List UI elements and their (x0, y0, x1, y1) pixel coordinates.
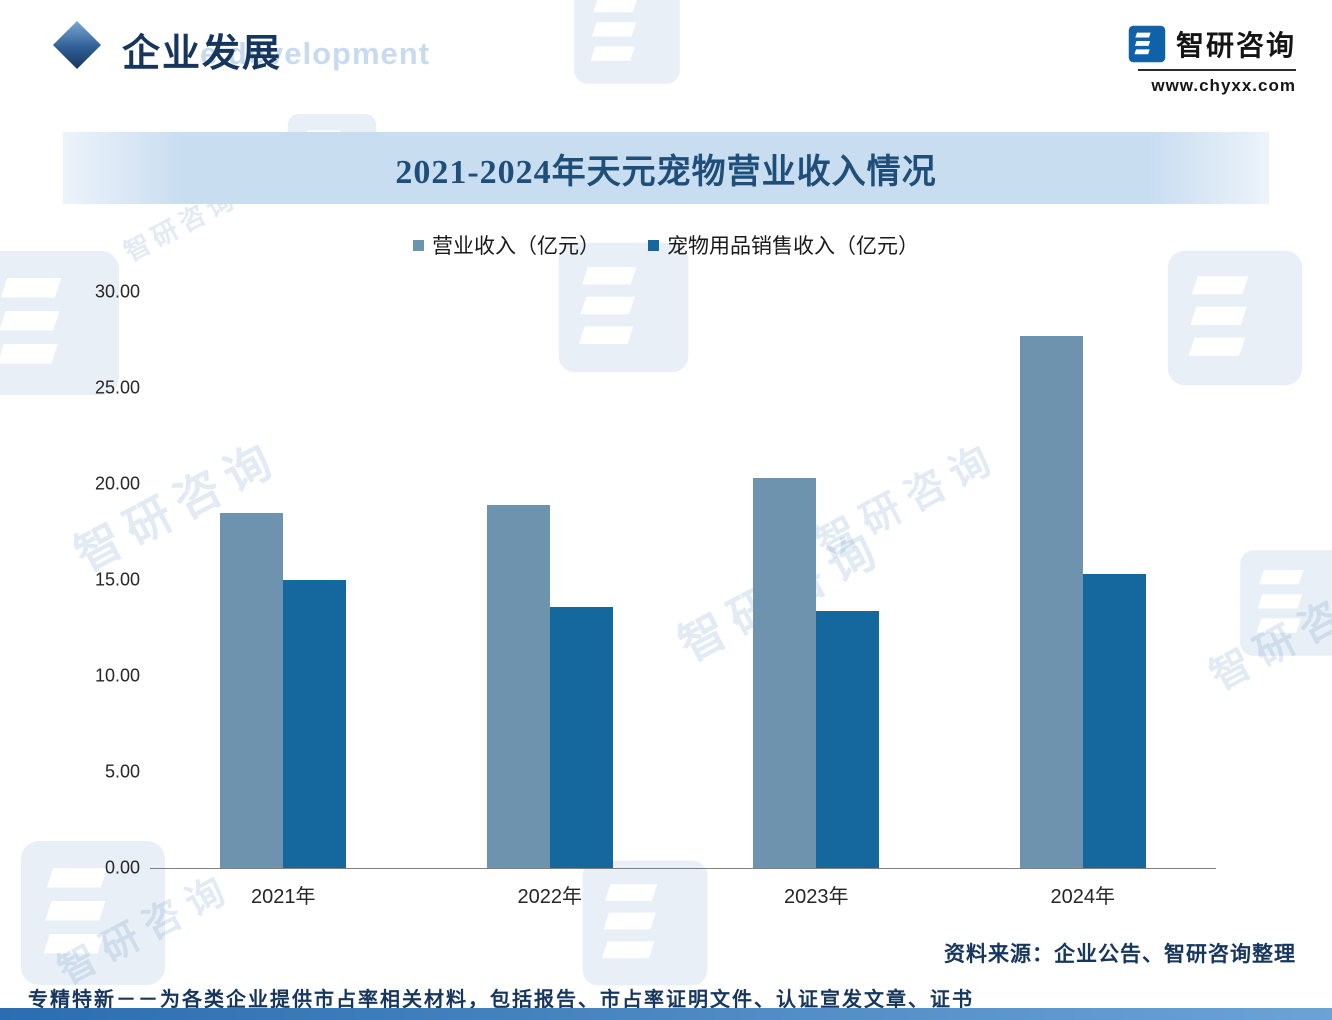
watermark-text-label: 智研咨询 (51, 865, 241, 994)
y-tick-label: 0.00 (104, 857, 140, 878)
bar (549, 606, 613, 868)
y-tick-label: 20.00 (94, 473, 140, 494)
watermark-text: 智研咨询 (1200, 566, 1332, 699)
legend-label: 宠物用品销售收入（亿元） (667, 235, 919, 258)
bar-chart-plot (150, 292, 1216, 869)
chart-legend: 营业收入（亿元） 宠物用品销售收入（亿元） (0, 230, 1332, 260)
bar (220, 512, 284, 868)
page-title: 企业发展 (122, 33, 283, 75)
brand-block: 智研咨询 www.chyxx.com (1128, 24, 1296, 96)
bar-group (683, 292, 950, 868)
bar-group (150, 292, 417, 868)
legend-label: 营业收入（亿元） (432, 235, 600, 258)
y-axis: 0.00 5.00 10.00 15.00 20.00 25.00 30.00 (0, 282, 140, 878)
bottom-accent-bar (0, 1008, 1332, 1020)
legend-swatch-icon (413, 239, 424, 251)
x-tick-label: 2021年 (251, 886, 316, 908)
y-tick-label: 10.00 (94, 665, 140, 686)
watermark-logo-icon (572, 0, 682, 86)
x-tick-label: 2023年 (784, 886, 849, 908)
header-watermark-text: e development (200, 36, 431, 71)
y-tick-label: 30.00 (94, 281, 140, 302)
legend-item: 营业收入（亿元） (413, 230, 600, 260)
brand-logo-icon (1128, 25, 1166, 63)
bar (753, 478, 817, 868)
watermark-logo-icon (580, 858, 710, 988)
diamond-icon (52, 20, 102, 70)
y-tick-label: 5.00 (104, 761, 140, 782)
bar (816, 610, 880, 868)
brand-url: www.chyxx.com (1151, 76, 1296, 95)
bar (283, 580, 347, 868)
bar-group (950, 292, 1217, 868)
bar-group (417, 292, 684, 868)
y-tick-label: 15.00 (94, 569, 140, 590)
x-tick-label: 2022年 (517, 886, 583, 908)
bar (486, 505, 550, 868)
x-tick-label: 2024年 (1050, 886, 1116, 908)
footer-tagline: 专精特新－－为各类企业提供市占率相关材料，包括报告、市占率证明文件、认证宣发文章… (28, 989, 974, 1011)
legend-swatch-icon (648, 239, 659, 251)
bar (1082, 574, 1146, 868)
data-source-note: 资料来源：企业公告、智研咨询整理 (944, 943, 1296, 966)
brand-divider (1138, 69, 1296, 71)
chart-title-banner: 2021-2024年天元宠物营业收入情况 (63, 132, 1269, 204)
bar (1019, 336, 1083, 868)
legend-item: 宠物用品销售收入（亿元） (648, 230, 919, 260)
chart-title: 2021-2024年天元宠物营业收入情况 (395, 153, 937, 191)
watermark-text-label: 智研咨询 (1203, 566, 1332, 699)
watermark-logo-icon (1238, 548, 1332, 658)
x-axis-labels: 2021年 2022年 2023年 2024年 (150, 880, 1216, 909)
brand-name: 智研咨询 (1175, 30, 1296, 61)
y-tick-label: 25.00 (94, 377, 140, 398)
